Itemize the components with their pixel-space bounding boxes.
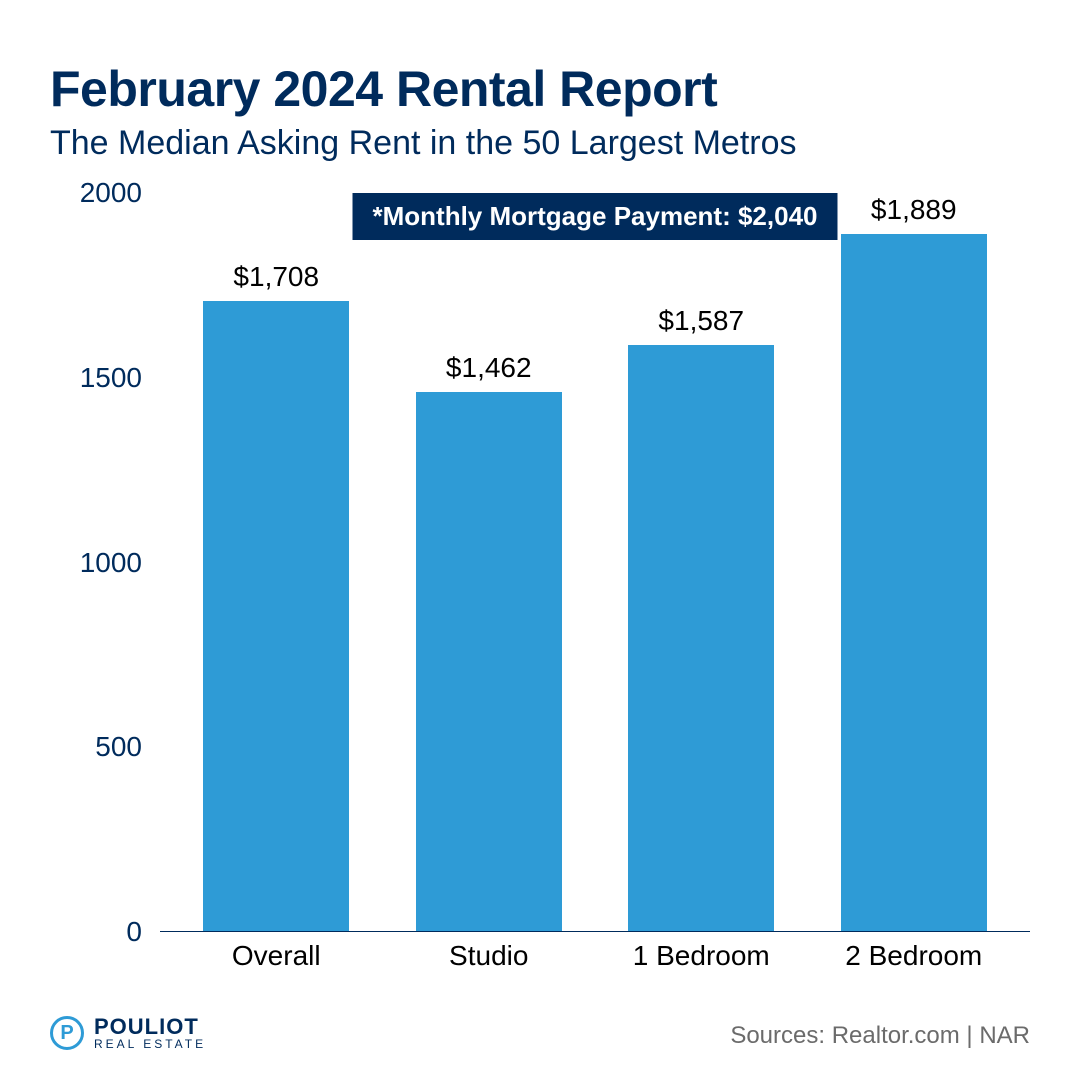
y-tick-label: 1500 xyxy=(80,362,142,394)
page-title: February 2024 Rental Report xyxy=(50,60,1030,118)
bar-value-label: $1,889 xyxy=(871,194,957,226)
bar-value-label: $1,462 xyxy=(446,352,532,384)
footer: P POULIOT REAL ESTATE Sources: Realtor.c… xyxy=(50,990,1030,1050)
brand-subtitle: REAL ESTATE xyxy=(94,1038,206,1050)
header: February 2024 Rental Report The Median A… xyxy=(50,60,1030,163)
y-tick-label: 500 xyxy=(95,731,142,763)
bar-group: $1,587 xyxy=(608,193,795,931)
bar-group: $1,889 xyxy=(820,193,1007,931)
brand-logo: P POULIOT REAL ESTATE xyxy=(50,1016,206,1050)
page-subtitle: The Median Asking Rent in the 50 Largest… xyxy=(50,124,1030,163)
x-axis: Overall Studio 1 Bedroom 2 Bedroom xyxy=(160,940,1030,972)
bar-value-label: $1,587 xyxy=(658,305,744,337)
y-axis: 0500100015002000 xyxy=(50,193,160,932)
x-tick-label: 1 Bedroom xyxy=(608,940,795,972)
plot-row: 0500100015002000 *Monthly Mortgage Payme… xyxy=(50,193,1030,932)
bar-group: $1,462 xyxy=(395,193,582,931)
y-tick-label: 2000 xyxy=(80,177,142,209)
bar-group: $1,708 xyxy=(183,193,370,931)
y-tick-label: 1000 xyxy=(80,547,142,579)
bar-value-label: $1,708 xyxy=(233,261,319,293)
plot-area: *Monthly Mortgage Payment: $2,040 $1,708… xyxy=(160,193,1030,932)
bar xyxy=(416,392,562,931)
bar xyxy=(841,234,987,931)
x-row: Overall Studio 1 Bedroom 2 Bedroom xyxy=(50,940,1030,972)
y-tick-label: 0 xyxy=(126,916,142,948)
bar xyxy=(628,345,774,931)
callout-badge: *Monthly Mortgage Payment: $2,040 xyxy=(353,193,838,240)
brand-name: POULIOT xyxy=(94,1016,206,1038)
brand-icon: P xyxy=(50,1016,84,1050)
bar xyxy=(203,301,349,931)
bar-chart: 0500100015002000 *Monthly Mortgage Payme… xyxy=(50,193,1030,972)
sources-text: Sources: Realtor.com | NAR xyxy=(730,1022,1030,1050)
x-tick-label: Studio xyxy=(395,940,582,972)
x-tick-label: 2 Bedroom xyxy=(820,940,1007,972)
x-tick-label: Overall xyxy=(183,940,370,972)
